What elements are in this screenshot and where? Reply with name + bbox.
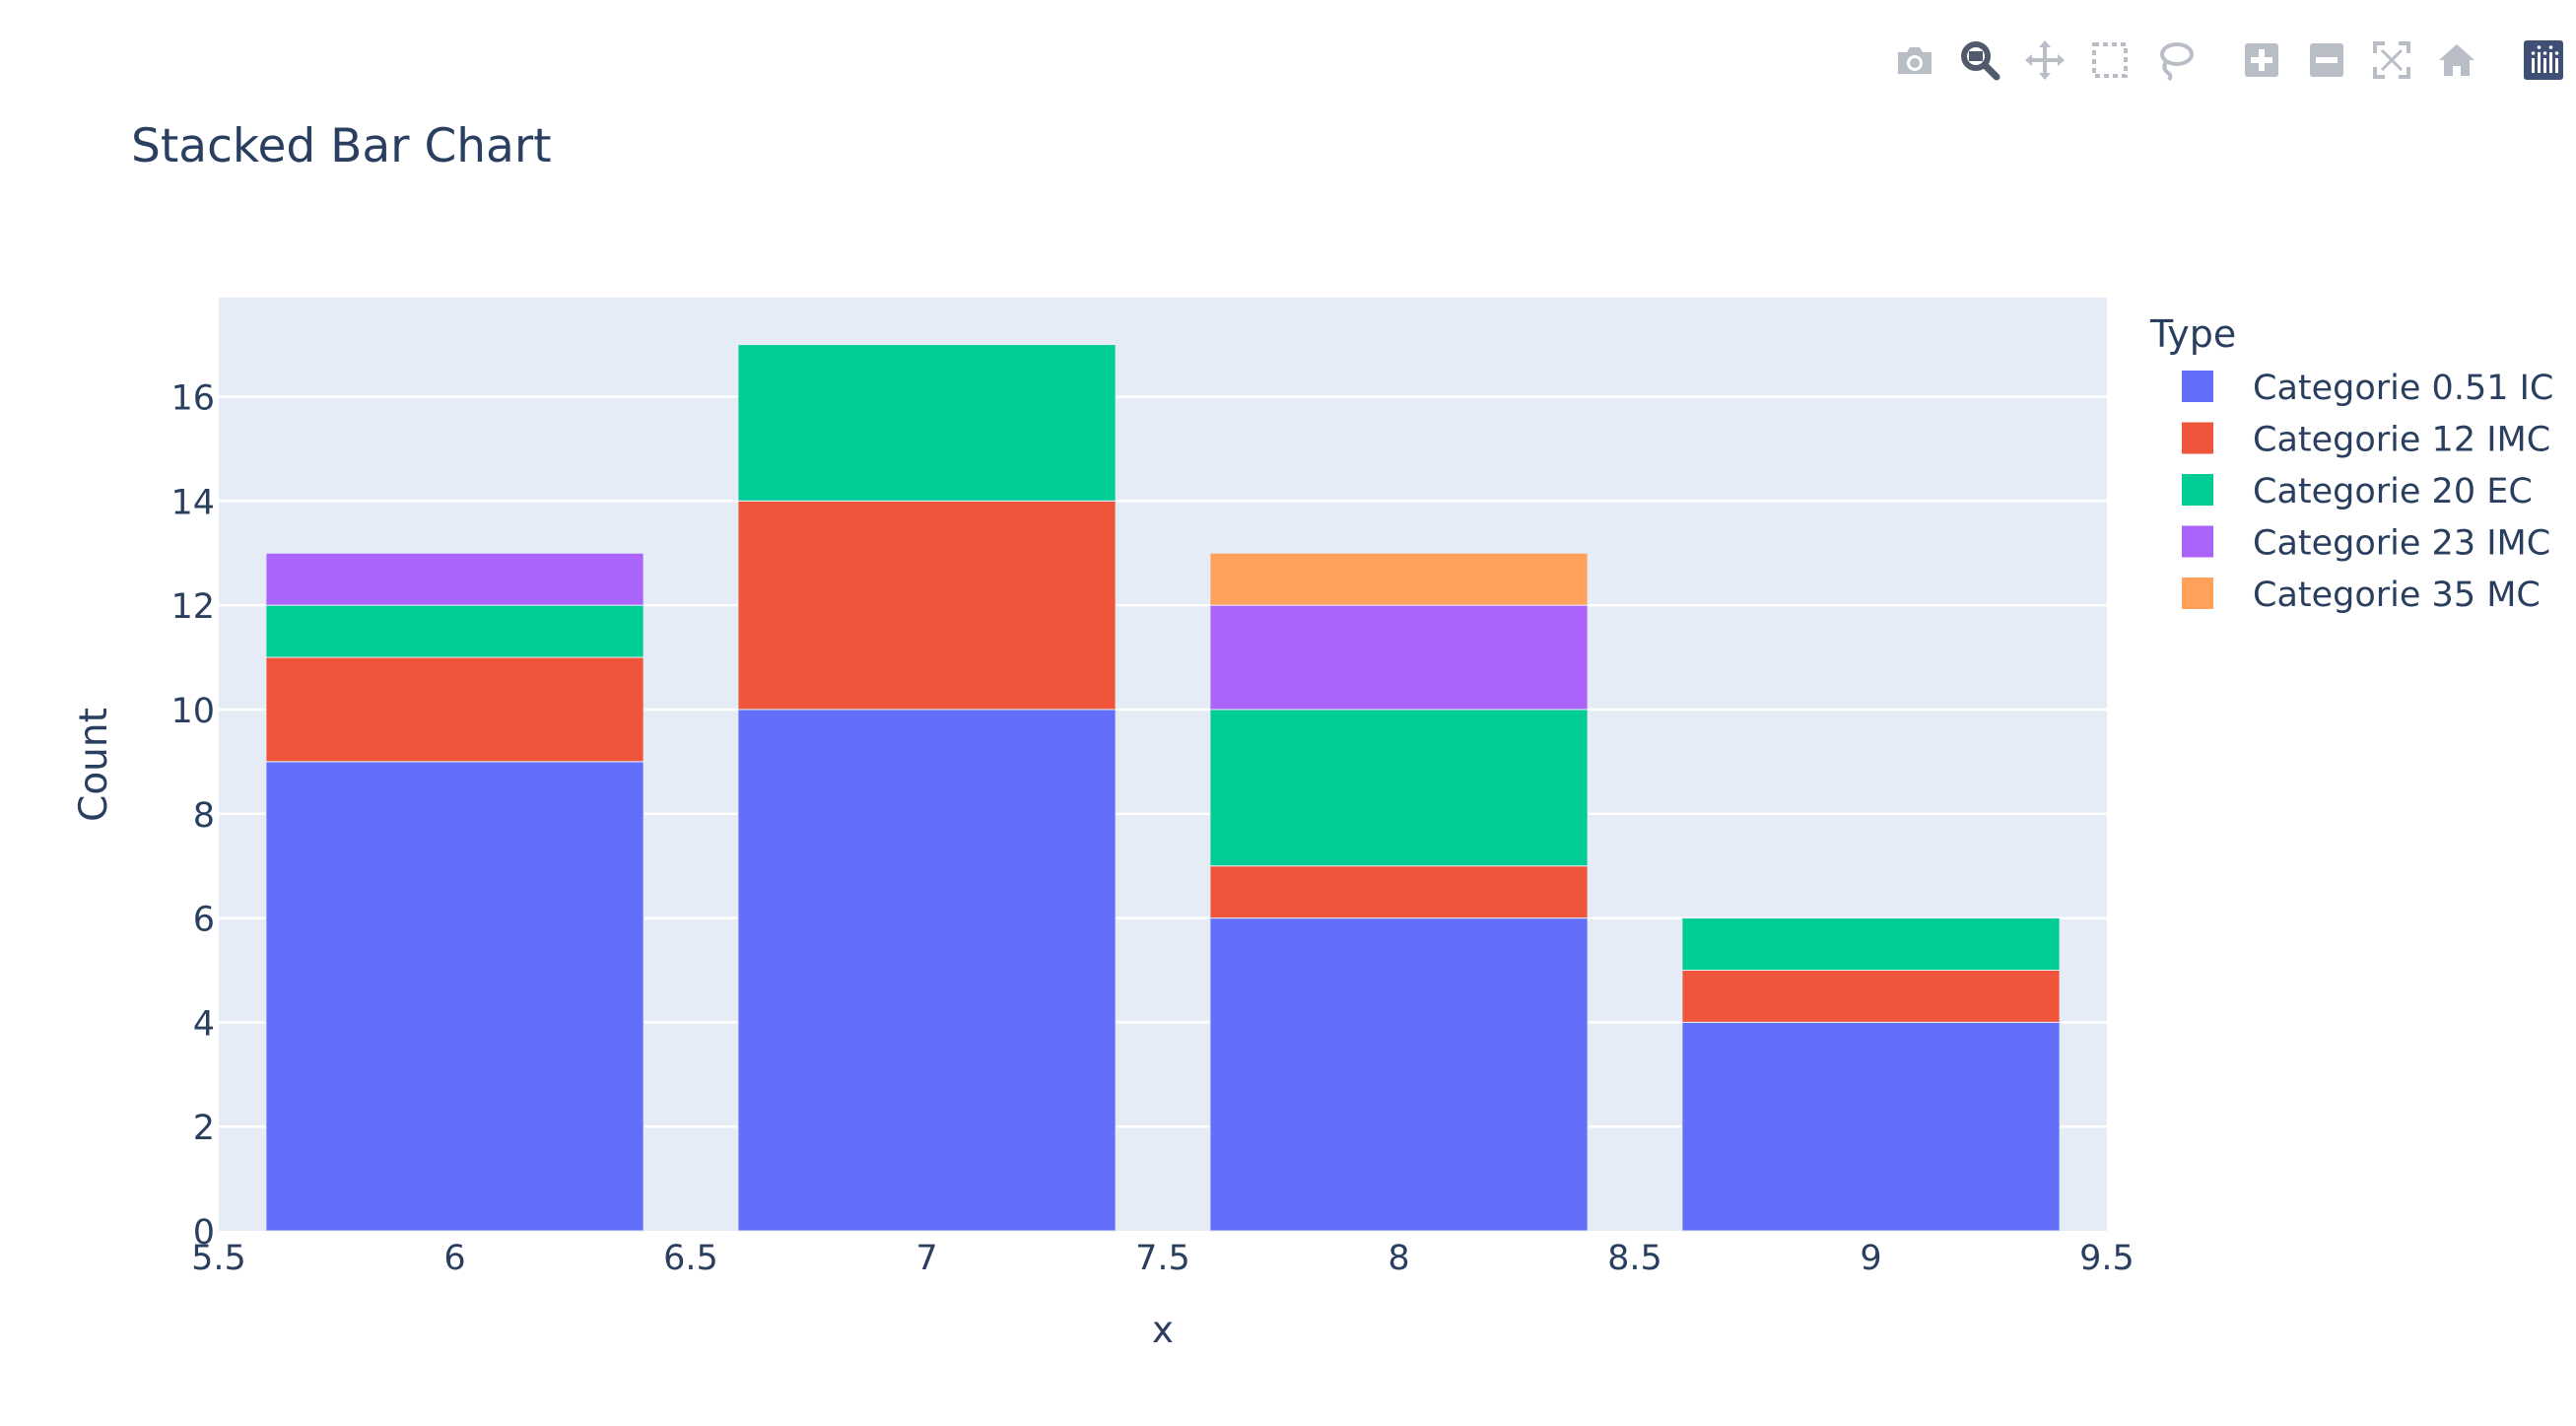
camera-icon xyxy=(1898,47,1932,74)
autoscale-icon xyxy=(2373,41,2410,79)
legend-swatch xyxy=(2182,525,2213,558)
pan-icon xyxy=(2025,40,2065,80)
y-tick-label: 8 xyxy=(193,796,215,836)
reset-axes-button[interactable] xyxy=(2424,30,2489,91)
plotly-logo[interactable] xyxy=(2511,30,2576,91)
legend-title: Type xyxy=(2149,312,2236,356)
legend-label: Categorie 35 MC xyxy=(2253,576,2541,615)
x-tick-label: 6.5 xyxy=(663,1239,718,1278)
y-tick-label: 0 xyxy=(193,1213,215,1253)
y-tick-label: 6 xyxy=(193,901,215,940)
legend-label: Categorie 0.51 IC xyxy=(2253,369,2553,408)
bar-categorie-12-imc-x8[interactable] xyxy=(1209,865,1589,919)
x-tick-label: 9.5 xyxy=(2079,1239,2135,1278)
bar-categorie-35-mc-x8[interactable] xyxy=(1209,552,1589,606)
bar-categorie-20-ec-x8[interactable] xyxy=(1209,709,1589,867)
chart-title: Stacked Bar Chart xyxy=(131,119,552,173)
bar-categorie-20-ec-x7[interactable] xyxy=(737,344,1117,502)
zoom-in-icon xyxy=(2245,43,2278,77)
x-axis-label: x xyxy=(1152,1309,1174,1351)
x-tick-label: 8 xyxy=(1388,1239,1409,1278)
autoscale-button[interactable] xyxy=(2359,30,2424,91)
modebar xyxy=(1882,30,2576,91)
legend-item-categorie-23-imc[interactable]: Categorie 23 IMC xyxy=(2182,524,2550,564)
zoom-icon xyxy=(1961,41,2000,81)
y-tick-label: 10 xyxy=(170,692,215,731)
legend-item-categorie-20-ec[interactable]: Categorie 20 EC xyxy=(2182,472,2533,511)
pan-button[interactable] xyxy=(2012,30,2077,91)
box-select-icon xyxy=(2092,42,2128,78)
legend: Type Categorie 0.51 IC Categorie 12 IMC Ca… xyxy=(2149,312,2553,615)
download-plot-button[interactable] xyxy=(1882,30,1947,91)
zoom-out-icon xyxy=(2310,43,2343,77)
x-tick-label: 7.5 xyxy=(1135,1239,1190,1278)
y-tick-label: 4 xyxy=(193,1004,215,1044)
legend-swatch xyxy=(2182,577,2213,609)
y-axis-label: Count xyxy=(72,708,116,822)
zoom-button[interactable] xyxy=(1947,30,2012,91)
y-tick-label: 12 xyxy=(170,587,215,627)
x-tick-label: 7 xyxy=(915,1239,937,1278)
bar-categorie-20-ec-x9[interactable] xyxy=(1681,917,2061,971)
bar-categorie-23-imc-x8[interactable] xyxy=(1209,604,1589,711)
legend-swatch xyxy=(2182,474,2213,506)
bar-categorie-0-51-ic-x9[interactable] xyxy=(1681,1021,2061,1232)
x-tick-label: 6 xyxy=(443,1239,465,1278)
legend-item-categorie-35-mc[interactable]: Categorie 35 MC xyxy=(2182,576,2541,615)
bar-categorie-12-imc-x9[interactable] xyxy=(1681,969,2061,1023)
x-tick-label: 5.5 xyxy=(191,1239,246,1278)
y-tick-label: 16 xyxy=(170,379,215,419)
bar-categorie-0-51-ic-x7[interactable] xyxy=(737,709,1117,1232)
lasso-select-icon xyxy=(2160,42,2194,81)
legend-label: Categorie 23 IMC xyxy=(2253,524,2550,564)
x-tick-label: 8.5 xyxy=(1607,1239,1662,1278)
y-axis-ticks: 0 2 4 6 8 10 12 14 16 xyxy=(170,379,215,1253)
bar-categorie-20-ec-x6[interactable] xyxy=(265,604,644,658)
bar-categorie-23-imc-x6[interactable] xyxy=(265,552,644,606)
bar-categorie-12-imc-x7[interactable] xyxy=(737,500,1117,711)
bar-categorie-0-51-ic-x6[interactable] xyxy=(265,761,644,1232)
home-icon xyxy=(2439,44,2474,76)
bars xyxy=(265,344,2061,1232)
zoom-in-button[interactable] xyxy=(2229,30,2294,91)
legend-item-categorie-12-imc[interactable]: Categorie 12 IMC xyxy=(2182,421,2550,460)
box-select-button[interactable] xyxy=(2077,30,2142,91)
legend-swatch xyxy=(2182,422,2213,454)
y-tick-label: 14 xyxy=(170,483,215,522)
y-tick-label: 2 xyxy=(193,1109,215,1148)
lasso-select-button[interactable] xyxy=(2142,30,2207,91)
legend-item-categorie-0-51-ic[interactable]: Categorie 0.51 IC xyxy=(2182,369,2553,408)
zoom-out-button[interactable] xyxy=(2294,30,2359,91)
x-axis-ticks: 5.5 6 6.5 7 7.5 8 8.5 9 9.5 xyxy=(191,1239,2135,1278)
x-tick-label: 9 xyxy=(1860,1239,1881,1278)
legend-label: Categorie 20 EC xyxy=(2253,472,2533,511)
legend-swatch xyxy=(2182,371,2213,402)
bar-categorie-0-51-ic-x8[interactable] xyxy=(1209,917,1589,1232)
plotly-logo-icon xyxy=(2524,40,2563,80)
bar-categorie-12-imc-x6[interactable] xyxy=(265,656,644,763)
legend-label: Categorie 12 IMC xyxy=(2253,421,2550,460)
